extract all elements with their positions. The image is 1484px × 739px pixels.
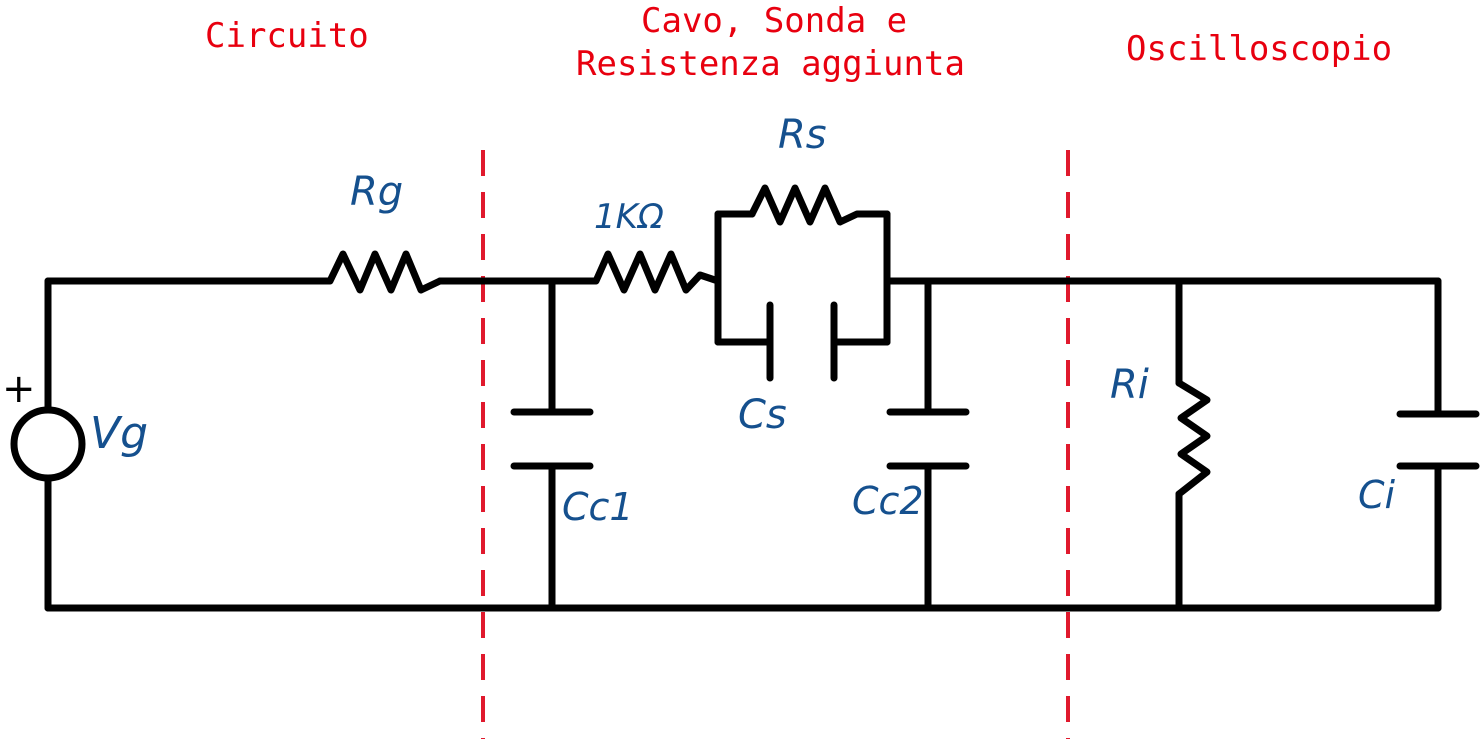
label-cs: Cs xyxy=(738,392,787,438)
label-cc1: Cc1 xyxy=(562,485,634,529)
section-title-cavo-sonda-line1: Cavo, Sonda e xyxy=(641,1,908,41)
label-cc2: Cc2 xyxy=(852,479,924,523)
section-title-circuito: Circuito xyxy=(205,16,369,56)
resistor-1k xyxy=(581,250,722,294)
resistor-rs xyxy=(748,184,891,226)
label-rg: Rg xyxy=(350,169,403,215)
resistor-ri xyxy=(1175,379,1211,498)
label-vg: Vg xyxy=(90,408,148,459)
section-title-oscilloscopio: Oscilloscopio xyxy=(1126,29,1393,69)
source-plus-label: + xyxy=(2,366,36,412)
section-title-cavo-sonda-line2: Resistenza aggiunta xyxy=(576,44,965,84)
label-ri: Ri xyxy=(1110,362,1149,408)
resistor-rg xyxy=(314,250,444,294)
label-1k: 1KΩ xyxy=(594,197,664,237)
label-rs: Rs xyxy=(778,112,827,158)
voltage-source-vg xyxy=(10,406,86,482)
label-ci: Ci xyxy=(1358,473,1396,517)
